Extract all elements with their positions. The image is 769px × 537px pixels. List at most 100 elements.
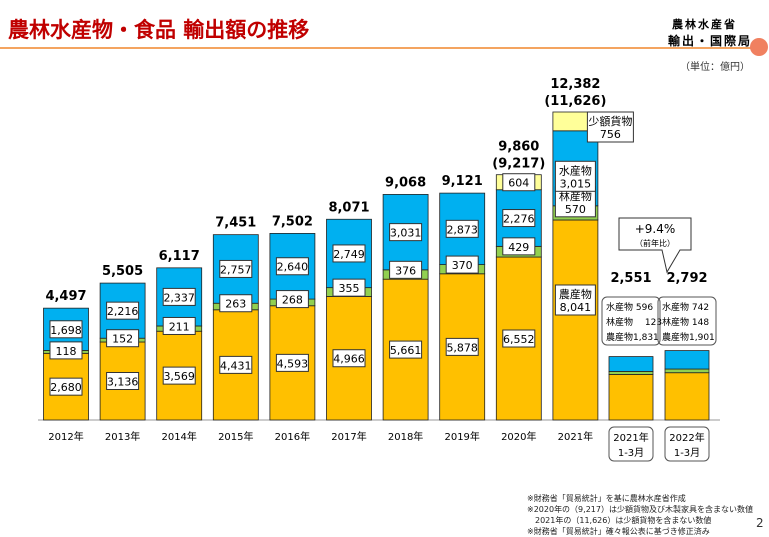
- total-label: 7,502: [272, 214, 313, 229]
- growth-callout: [618, 217, 692, 274]
- quarter-tick-label: 2021年: [613, 431, 648, 444]
- breakdown-label: 農産物1,831: [606, 331, 659, 343]
- total-label: 7,451: [215, 216, 256, 231]
- quarter-tick-label: 1-3月: [618, 447, 644, 459]
- bar-agri: [552, 219, 599, 421]
- total-label: 8,071: [328, 200, 369, 215]
- x-tick-label: 2012年: [48, 430, 83, 443]
- value-label-box: [445, 219, 479, 238]
- quarter-bar-segment: [664, 368, 710, 374]
- value-label: 少額貨物: [588, 114, 632, 128]
- value-label: 3,015: [560, 177, 592, 190]
- value-label-box: [445, 255, 479, 274]
- value-label-box: [49, 320, 83, 339]
- value-label-box: [106, 329, 140, 348]
- value-label: 4,431: [220, 359, 252, 372]
- value-label: 8,041: [560, 301, 592, 314]
- footnote: ※財務省「貿易統計」を基に農林水産省作成: [527, 494, 686, 503]
- value-label: 水産物: [559, 163, 592, 177]
- value-label-box: [554, 284, 596, 316]
- value-label-box: [502, 173, 536, 192]
- value-label-box: [389, 340, 423, 359]
- breakdown-label: 農産物1,901: [662, 331, 715, 343]
- value-label-box: [162, 316, 196, 335]
- footnote: ※2020年の（9,217）は少額貨物及び木製家具を含まない数値: [527, 505, 753, 514]
- x-tick-label: 2019年: [444, 430, 479, 443]
- value-label: 2,757: [220, 263, 252, 276]
- value-label-box: [106, 301, 140, 320]
- page-title: 農林水産物・食品 輸出額の推移: [8, 18, 310, 42]
- value-label: 2,873: [446, 223, 478, 236]
- header-divider: [0, 47, 752, 49]
- x-tick-label: 2014年: [161, 430, 196, 443]
- value-label: 370: [452, 259, 473, 272]
- value-label: 376: [395, 264, 416, 277]
- footnotes: ※財務省「貿易統計」を基に農林水産省作成 ※2020年の（9,217）は少額貨物…: [527, 493, 753, 537]
- subtotal-label: (9,217): [492, 157, 545, 172]
- breakdown-label: 水産物 742: [662, 301, 709, 313]
- value-label-box: [162, 287, 196, 306]
- value-label-box: [219, 355, 253, 374]
- value-label: 2,680: [50, 381, 82, 394]
- value-label-box: [219, 294, 253, 313]
- quarter-bar-segment: [608, 356, 654, 372]
- growth-value: +9.4%: [635, 222, 676, 236]
- value-label: 4,593: [277, 357, 309, 370]
- value-label: 3,031: [390, 227, 422, 240]
- value-label: 604: [508, 177, 529, 190]
- total-label: 9,860: [498, 140, 539, 155]
- value-label-box: [275, 257, 309, 276]
- value-label-box: [332, 244, 366, 263]
- value-label-box: [275, 290, 309, 309]
- value-label: 3,569: [163, 370, 195, 383]
- value-label-box: [275, 353, 309, 372]
- quarter-bracket: [608, 426, 654, 462]
- value-label-box: [502, 209, 536, 228]
- value-label: 756: [600, 128, 621, 141]
- quarter-bracket: [664, 426, 710, 462]
- quarter-tick-label: 2022年: [669, 431, 704, 444]
- ministry-logo-icon: [750, 38, 768, 56]
- value-label: 5,878: [446, 341, 478, 354]
- breakdown-bracket: [657, 296, 717, 346]
- total-label: 9,068: [385, 175, 426, 190]
- value-label: 355: [339, 282, 360, 295]
- value-label: 2,749: [333, 248, 365, 261]
- breakdown-label: 林産物 148: [662, 316, 709, 328]
- quarter-bar-segment: [608, 370, 654, 375]
- quarter-total-label: 2,792: [666, 271, 707, 286]
- x-tick-label: 2013年: [105, 430, 140, 443]
- page-number: 2: [756, 516, 764, 530]
- quarter-bar-segment: [664, 350, 710, 370]
- value-label: 4,966: [333, 353, 365, 366]
- bureau-name: 輸出・国際局: [668, 34, 753, 48]
- value-label: 211: [169, 320, 190, 333]
- value-label: 268: [282, 294, 303, 307]
- total-label: 9,121: [442, 174, 483, 189]
- quarter-total-label: 2,551: [610, 271, 651, 286]
- value-label: 2,216: [107, 305, 139, 318]
- value-label: 林産物: [559, 189, 592, 203]
- value-label: 2,276: [503, 213, 535, 226]
- footnote: 2021年の（11,626）は少額貨物を含まない数値: [527, 516, 712, 525]
- value-label: 2,337: [163, 291, 195, 304]
- value-label: 2,640: [277, 261, 309, 274]
- value-label: 429: [508, 241, 529, 254]
- x-tick-label: 2017年: [331, 430, 366, 443]
- value-label-box: [332, 278, 366, 297]
- value-label: 1,698: [50, 324, 82, 337]
- x-tick-label: 2021年: [558, 430, 593, 443]
- value-label-box: [502, 329, 536, 348]
- value-label-box: [49, 341, 83, 360]
- total-label: 5,505: [102, 264, 143, 279]
- value-label-box: [106, 371, 140, 390]
- total-label: 4,497: [45, 289, 86, 304]
- x-tick-label: 2015年: [218, 430, 253, 443]
- quarter-bar-segment: [608, 374, 654, 421]
- x-tick-label: 2016年: [275, 430, 310, 443]
- x-tick-label: 2020年: [501, 430, 536, 443]
- value-label-box: [389, 223, 423, 242]
- ministry-name: 農林水産省: [672, 18, 737, 31]
- footnote: ※財務省「貿易統計」確々報公表に基づき修正済み: [527, 527, 710, 536]
